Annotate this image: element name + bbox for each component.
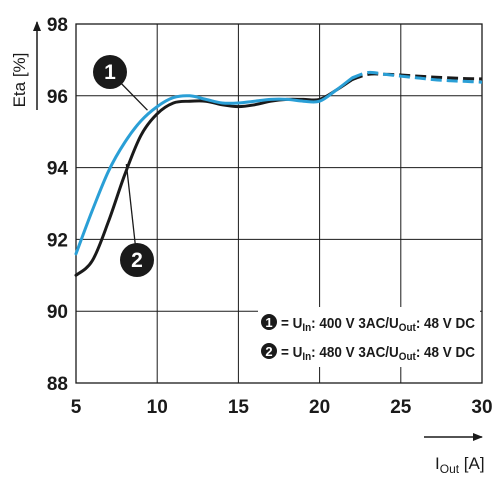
plot-frame: [75, 23, 483, 384]
legend-marker-label-2: 2: [265, 344, 272, 359]
legend-marker-2: [261, 343, 277, 359]
y-tick-label: 92: [47, 230, 68, 251]
legend-text-2: = UIn: 480 V 3AC/UOut: 48 V DC: [281, 344, 475, 363]
x-tick-label: 30: [471, 397, 492, 418]
y-tick-label: 96: [47, 87, 68, 108]
x-tick-label: 20: [309, 397, 330, 418]
x-axis-label: IOut [A]: [435, 454, 485, 476]
legend-entry-1: 1 = UIn: 400 V 3AC/UOut: 48 V DC: [261, 314, 475, 334]
callouts: 12: [93, 55, 154, 277]
y-tick-label: 90: [47, 302, 68, 323]
y-tick-label: 88: [47, 374, 68, 395]
callout-label-1: 1: [104, 61, 116, 84]
series-1-dashed-line: [351, 70, 483, 84]
callout-marker-2: [120, 243, 154, 277]
legend: 1 = UIn: 400 V 3AC/UOut: 48 V DC 2 = UIn…: [258, 307, 480, 367]
legend-box: [258, 307, 480, 367]
y-tick-labels: 88 90 92 94 96 98: [47, 15, 69, 395]
y-tick-label: 94: [47, 159, 69, 180]
legend-entry-2: 2 = UIn: 480 V 3AC/UOut: 48 V DC: [261, 343, 475, 363]
callout-label-2: 2: [131, 249, 143, 272]
y-tick-label: 98: [47, 15, 68, 36]
legend-marker-label-1: 1: [265, 315, 272, 330]
legend-text-1: = UIn: 400 V 3AC/UOut: 48 V DC: [281, 315, 475, 334]
x-tick-labels: 5 10 15 20 25 30: [71, 397, 493, 418]
callout-marker-1: [93, 55, 127, 89]
x-tick-label: 10: [147, 397, 168, 418]
x-tick-label: 25: [390, 397, 412, 418]
x-tick-label: 15: [228, 397, 250, 418]
series-2-line: [74, 78, 354, 277]
y-axis-label: Eta [%]: [10, 53, 29, 108]
series-layer: [74, 70, 483, 277]
series-1-line: [74, 76, 354, 256]
legend-marker-1: [261, 314, 277, 330]
x-tick-label: 5: [71, 397, 82, 418]
